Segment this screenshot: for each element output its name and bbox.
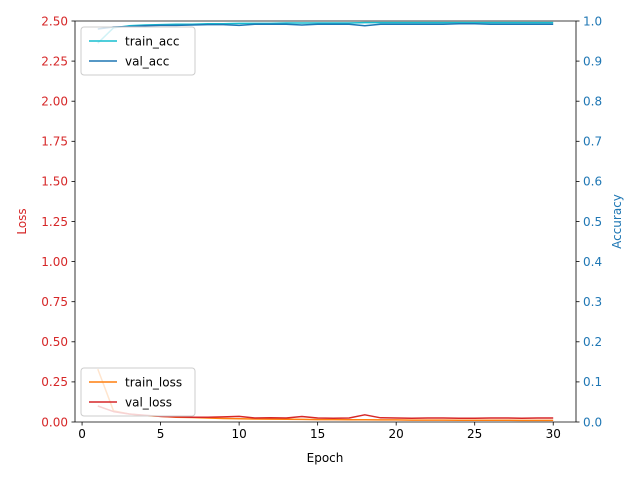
y-right-tick-label: 0.7 (583, 135, 602, 149)
legend-lower-frame (80, 367, 196, 417)
y-right-tick-label: 0.6 (583, 175, 602, 189)
y-axis-right-label: Accuracy (610, 194, 624, 249)
x-tick-label: 15 (310, 427, 325, 441)
y-right-tick-label: 1.0 (583, 14, 602, 28)
legend-label-train-loss: train_loss (125, 375, 182, 389)
x-tick-label: 10 (231, 427, 246, 441)
y-left-tick-label: 1.75 (41, 135, 68, 149)
y-right-tick-label: 0.9 (583, 54, 602, 68)
y-axis-left-label: Loss (15, 208, 29, 234)
legend-upper-frame (80, 26, 196, 76)
y-left-tick-label: 1.00 (41, 255, 68, 269)
legend-label-val-acc: val_acc (125, 54, 169, 68)
legend-label-train-acc: train_acc (125, 34, 179, 48)
y-right-tick-label: 0.3 (583, 295, 602, 309)
axes-layer: 0 5 10 15 20 25 30 0.00 0.25 0.50 0.75 1.00 1.25 1.50… (41, 14, 602, 441)
series-line-val-acc (97, 23, 554, 30)
x-axis-label: Epoch (307, 451, 344, 465)
y-right-tick-label: 0.4 (583, 255, 602, 269)
legend-label-val-loss: val_loss (125, 395, 172, 409)
y-left-tick-label: 2.50 (41, 14, 68, 28)
y-left-tick-label: 0.50 (41, 335, 68, 349)
series-line-val-loss (97, 405, 554, 419)
y-right-tick-label: 0.2 (583, 335, 602, 349)
x-tick-label: 5 (157, 427, 165, 441)
y-right-tick-label: 0.0 (583, 415, 602, 429)
x-tick-label: 0 (78, 427, 86, 441)
x-tick-label: 20 (389, 427, 404, 441)
series-layer (97, 21, 554, 422)
plot-background (75, 21, 576, 422)
legend-upper: train_acc val_acc (80, 26, 196, 76)
y-right-tick-label: 0.1 (583, 375, 602, 389)
legend-layer: train_acc val_acc train_loss val_loss (80, 26, 196, 417)
y-right-tick-label: 0.5 (583, 215, 602, 229)
y-right-tick-label: 0.8 (583, 95, 602, 109)
y-left-tick-label: 2.00 (41, 95, 68, 109)
y-left-tick-label: 0.75 (41, 295, 68, 309)
series-line-train-acc (97, 21, 554, 44)
y-left-tick-label: 1.50 (41, 175, 68, 189)
x-tick-label: 30 (546, 427, 561, 441)
legend-lower: train_loss val_loss (80, 367, 196, 417)
y-left-tick-label: 2.25 (41, 54, 68, 68)
y-left-tick-label: 1.25 (41, 215, 68, 229)
x-tick-label: 25 (467, 427, 482, 441)
y-left-tick-label: 0.00 (41, 415, 68, 429)
y-left-tick-label: 0.25 (41, 375, 68, 389)
